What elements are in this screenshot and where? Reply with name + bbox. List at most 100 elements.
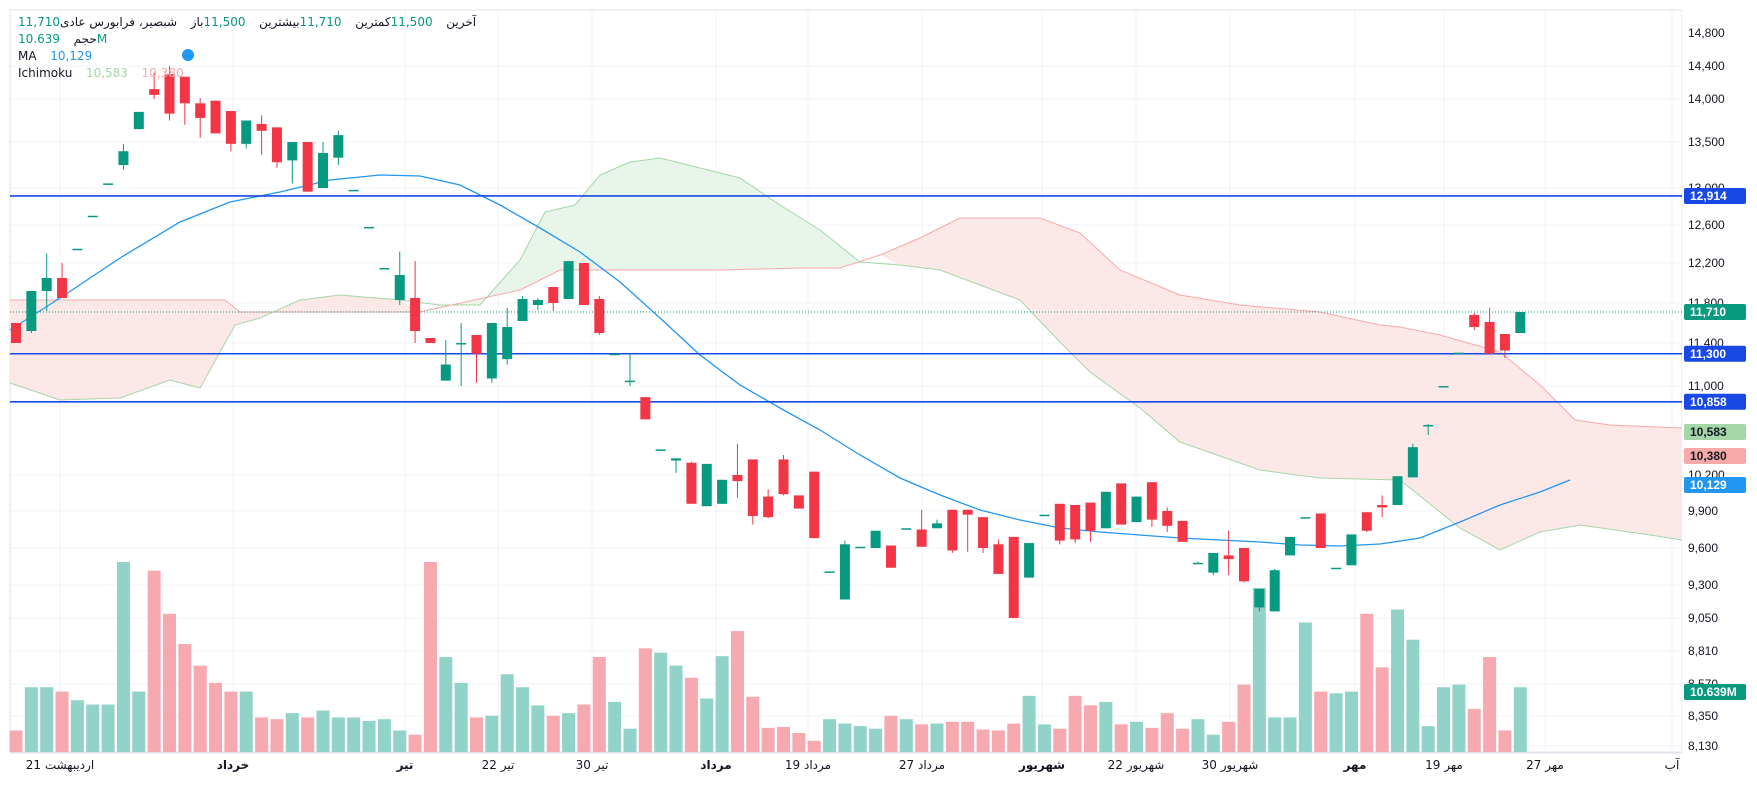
legend-symbol[interactable]: شبصیر، فرابورس عادی xyxy=(60,15,178,29)
candle-body xyxy=(932,523,942,529)
candle-body xyxy=(517,299,528,321)
legend-low: 11,500 xyxy=(390,15,433,29)
candles[interactable] xyxy=(11,66,1526,618)
price-axis[interactable]: 14,80014,40014,00013,50013,00012,60012,2… xyxy=(1682,0,1757,790)
volume-bar xyxy=(1206,734,1220,752)
ma-label: 10,129 xyxy=(1690,478,1727,492)
time-label: 27 مهر xyxy=(1526,758,1564,773)
volume-bar xyxy=(1160,713,1174,752)
volume-bar xyxy=(1498,730,1512,752)
candle-body xyxy=(118,151,129,165)
candle-body xyxy=(1208,552,1219,573)
candle-body xyxy=(149,89,160,95)
volume-bar xyxy=(1191,719,1205,752)
volume-bar xyxy=(1114,724,1128,752)
candle-body xyxy=(440,364,451,381)
volume-bar xyxy=(347,717,361,752)
legend-ma-label[interactable]: MA xyxy=(18,49,37,63)
volume-bar xyxy=(1314,691,1328,752)
volume-bar xyxy=(500,674,514,752)
volume-bar xyxy=(24,687,38,752)
volume-bar xyxy=(1513,687,1527,752)
volume-bar xyxy=(377,719,391,752)
candle-body xyxy=(978,517,989,548)
candle-body xyxy=(271,127,282,163)
candle-body xyxy=(548,287,559,303)
candle-body xyxy=(839,544,850,600)
event-marker[interactable] xyxy=(182,49,194,61)
candle-body xyxy=(747,459,758,516)
time-label: مهر xyxy=(1343,758,1367,772)
volume-bar xyxy=(1007,723,1021,752)
volume-bar xyxy=(577,704,591,752)
candle-body xyxy=(717,479,728,504)
legend-ma-row: MA 10,129 xyxy=(18,48,476,65)
candle-body xyxy=(532,300,543,305)
candle-body xyxy=(164,74,175,114)
volume-bar xyxy=(562,713,576,752)
candle-body xyxy=(962,509,973,515)
price-tick-label: 12,600 xyxy=(1688,218,1725,232)
volume-bar xyxy=(362,720,376,752)
legend-open-label: باز xyxy=(190,15,204,29)
volume-bar xyxy=(147,570,161,752)
ma-line xyxy=(9,174,1571,547)
volume-bar xyxy=(86,704,100,752)
legend-close: 11,710 xyxy=(18,15,60,29)
volume-bar xyxy=(899,719,913,752)
candle-body xyxy=(947,509,958,551)
volume-bar xyxy=(1452,684,1466,752)
legend-high: 11,710 xyxy=(299,15,342,29)
volume-bar xyxy=(623,728,637,752)
volume-bar xyxy=(746,696,760,752)
volume-bar xyxy=(1022,695,1036,752)
volume-bar xyxy=(454,682,468,752)
price-tick-label: 11,000 xyxy=(1688,379,1724,393)
volume-bar xyxy=(193,665,207,752)
volume-bar xyxy=(116,562,130,752)
time-axis[interactable]: 21 اردیبهشت خرداد تیر 22 تیر 30 تیر مرداد 19 م… xyxy=(10,752,1682,773)
candle-body xyxy=(609,353,620,356)
candle-body xyxy=(302,142,313,192)
legend-volume-label[interactable]: حجم xyxy=(73,32,97,46)
candle-body xyxy=(11,323,21,343)
volume-bar xyxy=(1145,727,1159,752)
candle-body xyxy=(1223,555,1234,560)
candle-body xyxy=(410,298,421,331)
legend-ichimoku-label[interactable]: Ichimoku xyxy=(18,66,73,80)
hline-label-bg xyxy=(1684,393,1746,410)
legend-ma: 10,129 xyxy=(50,49,93,63)
volume-bar xyxy=(1483,657,1497,752)
volume-bar xyxy=(209,682,223,752)
candle-body xyxy=(456,343,467,345)
volume-bar xyxy=(1406,639,1420,752)
volume-bar xyxy=(285,713,299,752)
volume-bar xyxy=(654,652,668,752)
time-label: 30 شهریور xyxy=(1202,758,1259,773)
price-tick-label: 9,600 xyxy=(1688,541,1718,555)
volume-bars xyxy=(9,562,1527,752)
span-a-label-bg xyxy=(1684,424,1746,440)
candle-body xyxy=(824,571,835,573)
time-label: خرداد xyxy=(217,758,250,772)
legend-ichimoku-b: 10,380 xyxy=(141,66,184,80)
volume-bar xyxy=(730,631,744,752)
ma-label-bg xyxy=(1684,477,1746,493)
candle-body xyxy=(1024,543,1035,578)
candle-body xyxy=(563,261,574,299)
candle-body xyxy=(671,458,682,461)
candle-body xyxy=(1300,517,1311,519)
volume-label-bg xyxy=(1684,684,1746,700)
time-label: تیر xyxy=(396,758,414,772)
price-tick-label: 14,400 xyxy=(1688,59,1725,73)
volume-bar xyxy=(485,715,499,752)
horizontal-lines[interactable] xyxy=(10,195,1682,403)
candle-body xyxy=(486,323,497,379)
volume-bar xyxy=(1375,667,1389,752)
volume-bar xyxy=(423,562,437,752)
volume-bar xyxy=(1099,701,1113,752)
volume-bar xyxy=(1467,708,1481,752)
volume-bar xyxy=(1329,693,1343,752)
volume-bar xyxy=(393,730,407,752)
